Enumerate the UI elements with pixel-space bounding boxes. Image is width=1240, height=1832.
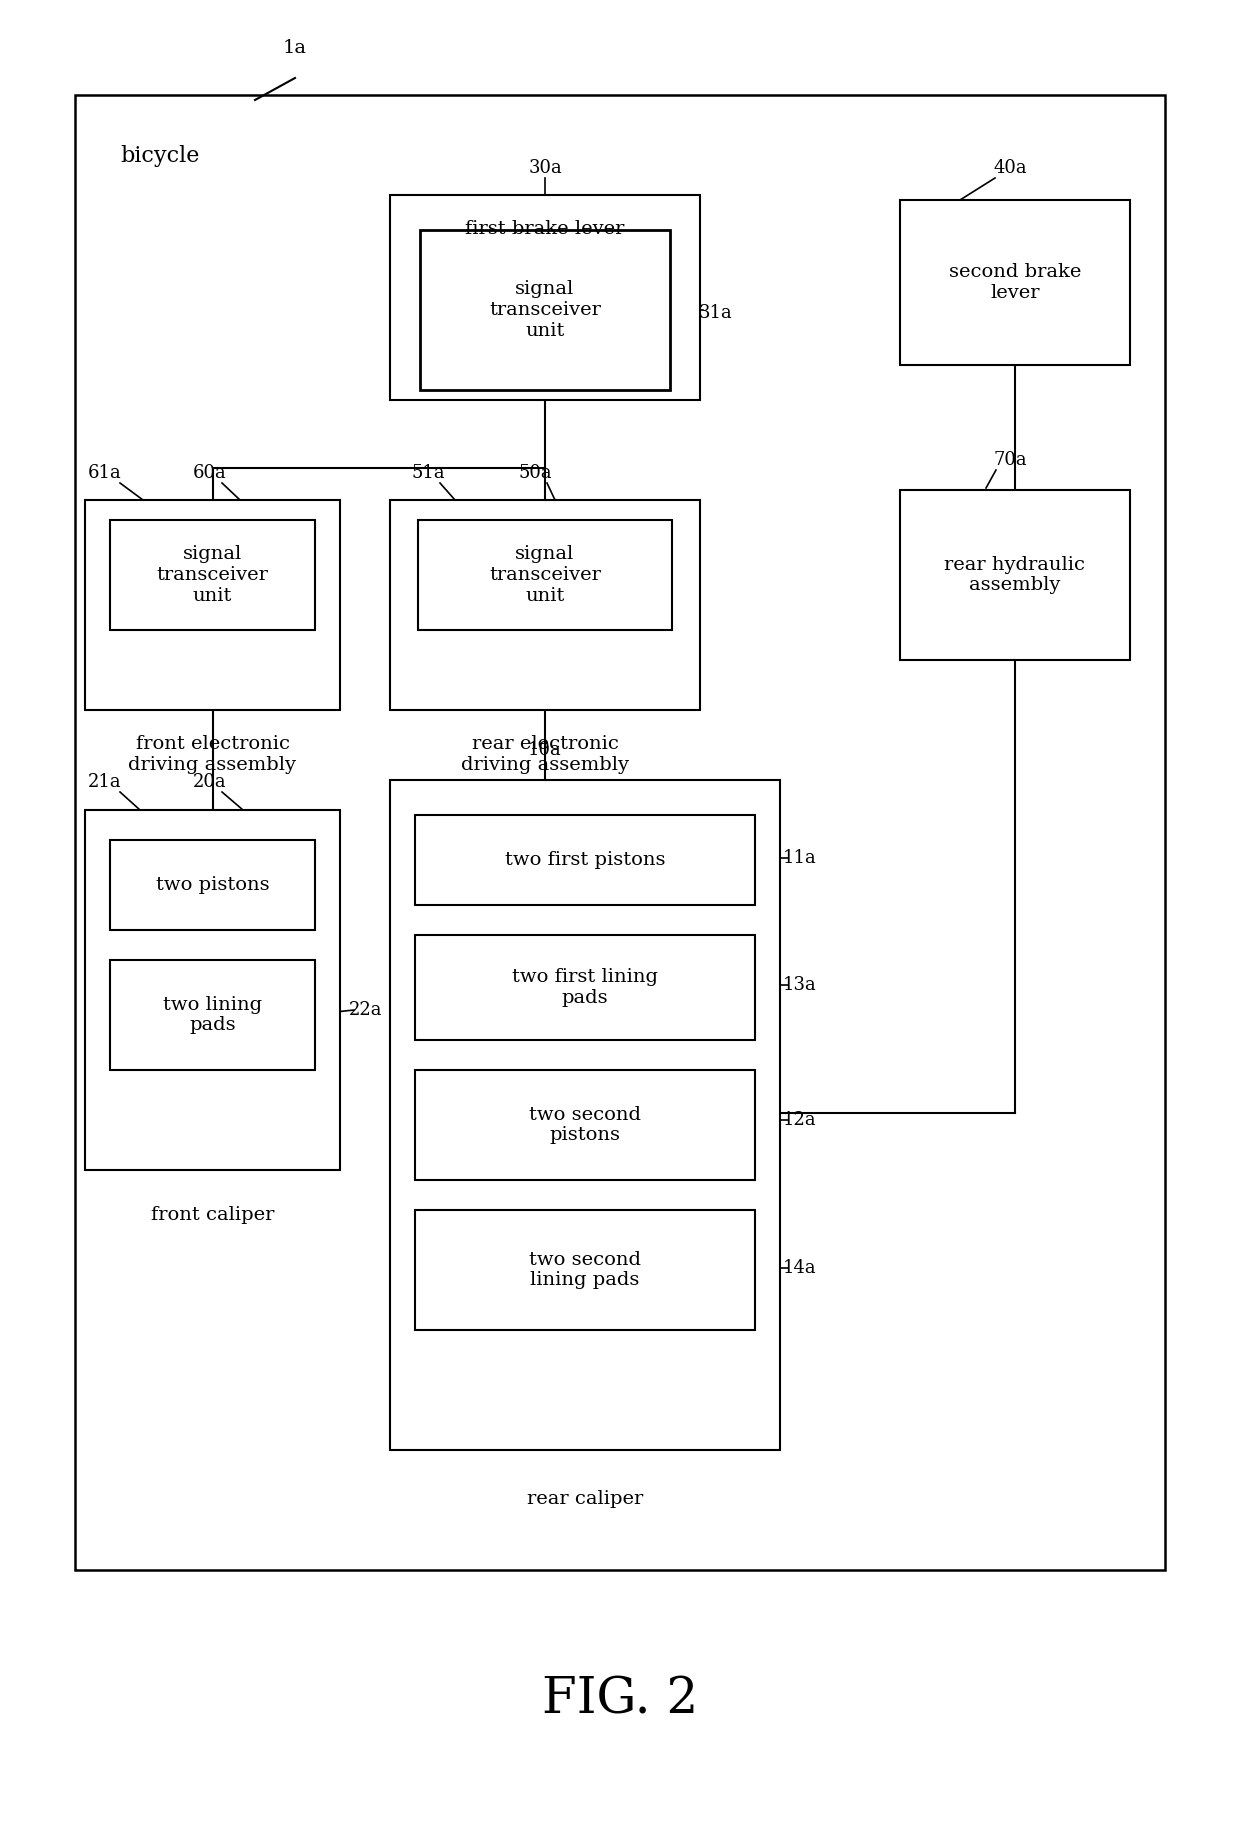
Text: front caliper: front caliper xyxy=(151,1205,274,1224)
Text: 12a: 12a xyxy=(784,1110,817,1129)
Text: signal
transceiver
unit: signal transceiver unit xyxy=(489,546,601,605)
Text: 61a: 61a xyxy=(88,463,122,482)
Bar xyxy=(74,95,1166,1570)
Text: 1a: 1a xyxy=(283,38,308,57)
Text: 50a: 50a xyxy=(518,463,552,482)
Text: two pistons: two pistons xyxy=(156,876,269,894)
Text: bicycle: bicycle xyxy=(120,145,200,167)
Text: 31a: 31a xyxy=(698,304,732,322)
Text: 10a: 10a xyxy=(528,740,562,758)
Text: 60a: 60a xyxy=(193,463,227,482)
Text: 14a: 14a xyxy=(784,1259,817,1277)
Bar xyxy=(900,489,1130,660)
Bar xyxy=(391,194,701,399)
Bar xyxy=(110,960,315,1070)
Bar xyxy=(420,231,670,390)
Bar xyxy=(415,815,755,905)
Bar xyxy=(86,500,340,711)
Text: 20a: 20a xyxy=(193,773,227,791)
Text: FIG. 2: FIG. 2 xyxy=(542,1674,698,1724)
Text: 40a: 40a xyxy=(993,159,1027,178)
Text: 70a: 70a xyxy=(993,451,1027,469)
Bar xyxy=(418,520,672,630)
Text: 22a: 22a xyxy=(350,1000,383,1019)
Text: 21a: 21a xyxy=(88,773,122,791)
Bar xyxy=(415,1209,755,1330)
Text: signal
transceiver
unit: signal transceiver unit xyxy=(156,546,268,605)
Bar xyxy=(391,500,701,711)
Bar xyxy=(391,780,780,1449)
Text: rear electronic
driving assembly: rear electronic driving assembly xyxy=(461,735,629,773)
Text: 13a: 13a xyxy=(784,976,817,995)
Text: first brake lever: first brake lever xyxy=(465,220,625,238)
Text: 11a: 11a xyxy=(784,848,817,867)
Text: two first lining
pads: two first lining pads xyxy=(512,967,658,1008)
Bar xyxy=(415,1070,755,1180)
Text: front electronic
driving assembly: front electronic driving assembly xyxy=(129,735,296,773)
Text: 30a: 30a xyxy=(528,159,562,178)
Text: two first pistons: two first pistons xyxy=(505,852,665,868)
Bar xyxy=(110,520,315,630)
Bar xyxy=(900,200,1130,365)
Text: second brake
lever: second brake lever xyxy=(949,264,1081,302)
Text: two second
pistons: two second pistons xyxy=(529,1105,641,1145)
Bar xyxy=(110,841,315,931)
Text: rear hydraulic
assembly: rear hydraulic assembly xyxy=(945,555,1085,594)
Text: rear caliper: rear caliper xyxy=(527,1489,644,1508)
Text: two lining
pads: two lining pads xyxy=(162,995,262,1035)
Text: 51a: 51a xyxy=(412,463,445,482)
Bar xyxy=(86,810,340,1171)
Bar xyxy=(415,934,755,1041)
Text: signal
transceiver
unit: signal transceiver unit xyxy=(489,280,601,339)
Text: two second
lining pads: two second lining pads xyxy=(529,1251,641,1290)
